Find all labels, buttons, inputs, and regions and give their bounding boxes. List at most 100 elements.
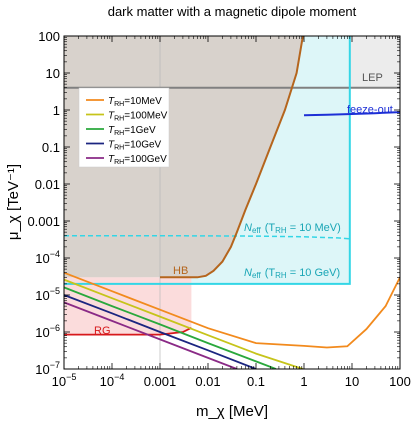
series-group [64, 271, 400, 369]
freeze-out-label: feeze-out [347, 104, 393, 116]
legend-label-var: T [108, 96, 115, 107]
y-tick-mantissa: 10 [35, 288, 49, 303]
x-tick-mantissa: 0.001 [144, 374, 177, 389]
legend-label-4: TRH=10GeV [108, 140, 162, 152]
x-tick-mantissa: 0.1 [247, 374, 265, 389]
x-axis-ticks: 10−5 10−4 0.001 0.01 0.1 1 10 100 [52, 36, 411, 389]
x-axis-label: m_χ [MeV] [196, 403, 268, 420]
x-tick-label: 0.01 [195, 374, 220, 389]
y-tick-label: 10−5 [35, 286, 60, 303]
hb-boundary-line [160, 36, 304, 279]
y-tick-mantissa: 0.01 [35, 177, 60, 192]
x-tick-label: 1 [300, 374, 307, 389]
x-tick-exponent: −4 [114, 372, 124, 382]
neff-10mev-label-sub: eff [252, 226, 262, 235]
freeze-out-line [303, 111, 400, 117]
x-tick-mantissa: 10 [52, 374, 66, 389]
y-tick-label: 10−6 [35, 323, 60, 340]
y-tick-label: 100 [38, 29, 60, 44]
legend-label-sub: RH [114, 159, 124, 166]
legend-label-value: =10MeV [124, 96, 162, 107]
series-line-5 [64, 301, 238, 369]
y-tick-label: 0.01 [35, 177, 60, 192]
hb-label: HB [173, 265, 188, 277]
neff-10mev-label-open: (T [265, 222, 276, 234]
x-tick-mantissa: 10 [345, 374, 359, 389]
series-line-2 [64, 278, 304, 369]
x-tick-label: 0.001 [144, 374, 177, 389]
legend-label-sub: RH [114, 145, 124, 152]
neff-10gev-label-value: = 10 GeV) [287, 267, 341, 279]
y-tick-mantissa: 10 [46, 66, 60, 81]
legend-label-value: =1GeV [124, 125, 156, 136]
legend-label-3: TRH=1GeV [108, 125, 156, 137]
x-tick-mantissa: 100 [389, 374, 411, 389]
y-tick-exponent: −5 [50, 286, 60, 296]
legend-label-sub: RH [114, 101, 124, 108]
x-tick-mantissa: 10 [100, 374, 114, 389]
neff-10gev-label-open: (T [265, 267, 276, 279]
legend-label-var: T [108, 125, 115, 136]
plot-area [64, 36, 400, 369]
y-tick-label: 10−7 [35, 360, 60, 377]
x-tick-label: 100 [389, 374, 411, 389]
legend-label-1: TRH=10MeV [108, 96, 162, 108]
y-tick-exponent: −6 [50, 323, 60, 333]
neff-10gev-label-sub2: RH [275, 271, 287, 280]
legend-label-value: =10GeV [124, 140, 161, 151]
chart-title: dark matter with a magnetic dipole momen… [108, 4, 357, 19]
neff-10gev-label-n: N [244, 267, 252, 279]
legend: TRH=10MeVTRH=100MeVTRH=1GeVTRH=10GeVTRH=… [78, 87, 170, 168]
x-tick-label: 10 [345, 374, 359, 389]
y-tick-exponent: −4 [50, 249, 60, 259]
neff-10mev-dashed-line [64, 234, 350, 240]
y-tick-exponent: −7 [50, 360, 60, 370]
plot-frame [63, 35, 401, 370]
y-tick-label: 1 [53, 103, 60, 118]
y-axis-label: μ_χ [TeV⁻¹] [5, 164, 22, 240]
legend-label-5: TRH=100GeV [108, 154, 167, 166]
neff-10gev-boundary-line [64, 36, 351, 285]
legend-label-value: =100MeV [124, 111, 167, 122]
y-tick-mantissa: 100 [38, 29, 60, 44]
legend-label-sub: RH [114, 116, 124, 123]
legend-label-value: =100GeV [124, 154, 167, 165]
x-tick-exponent: −5 [66, 372, 76, 382]
y-tick-label: 0.001 [27, 214, 60, 229]
y-tick-mantissa: 10 [35, 325, 49, 340]
x-tick-mantissa: 0.01 [195, 374, 220, 389]
y-tick-mantissa: 10 [35, 362, 49, 377]
y-tick-label: 10 [46, 66, 60, 81]
legend-label-var: T [108, 140, 115, 151]
series-line-4 [64, 294, 257, 369]
lep-label: LEP [362, 72, 383, 84]
series-line-3 [64, 286, 277, 369]
series-line-1 [64, 271, 400, 349]
y-tick-mantissa: 1 [53, 103, 60, 118]
legend-label-var: T [108, 154, 115, 165]
legend-items: TRH=10MeVTRH=100MeVTRH=1GeVTRH=10GeVTRH=… [86, 96, 168, 166]
neff-10mev-label-value: = 10 MeV) [287, 222, 341, 234]
rg-boundary-line [64, 326, 192, 336]
y-tick-label: 0.1 [42, 140, 60, 155]
neff-10gev-label: Neff (TRH = 10 GeV) [244, 267, 340, 280]
y-tick-mantissa: 10 [35, 251, 49, 266]
y-tick-label: 10−4 [35, 249, 60, 266]
legend-box [78, 87, 170, 168]
neff-10gev-label-sub: eff [252, 271, 262, 280]
x-tick-label: 0.1 [247, 374, 265, 389]
neff-10mev-label-n: N [244, 222, 252, 234]
legend-label-sub: RH [114, 130, 124, 137]
legend-label-2: TRH=100MeV [108, 111, 168, 123]
y-tick-mantissa: 0.1 [42, 140, 60, 155]
x-tick-label: 10−5 [52, 372, 77, 389]
x-tick-mantissa: 1 [300, 374, 307, 389]
y-tick-mantissa: 0.001 [27, 214, 60, 229]
neff-10mev-label-sub2: RH [275, 226, 287, 235]
legend-label-var: T [108, 111, 115, 122]
x-tick-label: 10−4 [100, 372, 125, 389]
rg-label: RG [94, 325, 111, 337]
neff-10mev-label: Neff (TRH = 10 MeV) [244, 222, 341, 235]
